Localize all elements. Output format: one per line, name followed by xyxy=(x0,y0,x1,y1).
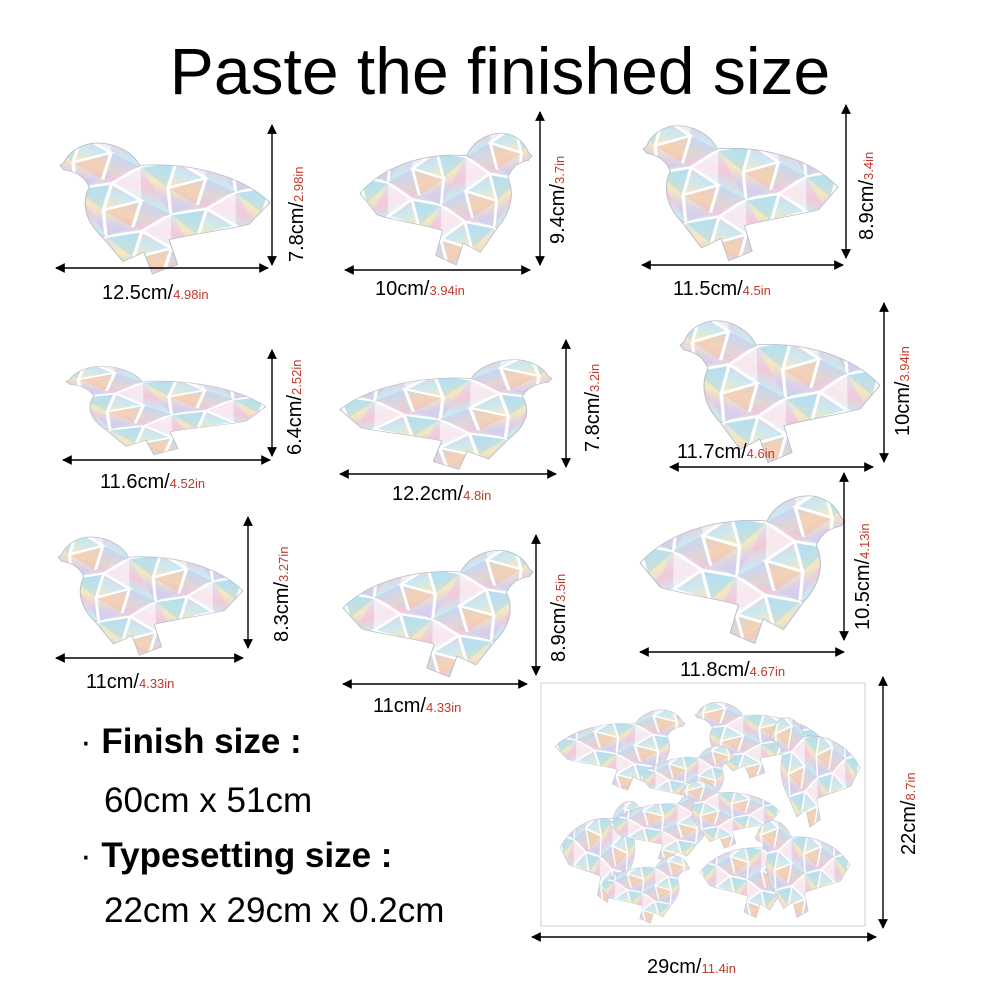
sticker-9-width-label: 11.8cm/4.67in xyxy=(680,659,786,681)
sticker-7-width-label: 11cm/4.33in xyxy=(86,671,175,693)
sheet-height-label: 22cm/8.7in xyxy=(898,772,920,855)
sticker-5-width-label: 12.2cm/4.8in xyxy=(392,483,492,505)
finish-size-heading: · Finish size : xyxy=(80,722,302,761)
sticker-2-height-label: 9.4cm/3.7in xyxy=(547,155,569,244)
dimension-arrows xyxy=(55,104,889,942)
finish-size-value: 60cm x 51cm xyxy=(104,781,313,820)
sticker-5-height-label: 7.8cm/3.2in xyxy=(582,363,604,452)
sticker-8-height-label: 8.9cm/3.5in xyxy=(548,573,570,662)
sticker-8-width-label: 11cm/4.33in xyxy=(373,695,462,717)
sticker-2-width-label: 10cm/3.94in xyxy=(375,278,465,300)
typesetting-sheet xyxy=(540,682,866,927)
sticker-6-height-label: 10cm/3.94in xyxy=(892,346,914,436)
sticker-5-hummingbird-icon xyxy=(339,359,553,470)
sticker-4-height-label: 6.4cm/2.52in xyxy=(284,359,306,455)
sticker-7-hummingbird-icon xyxy=(57,536,244,656)
sticker-7-height-label: 8.3cm/3.27in xyxy=(271,546,293,642)
sticker-3-hummingbird-icon xyxy=(642,125,839,262)
sticker-6-width-label: 11.7cm/4.6in xyxy=(677,441,775,463)
sticker-4-width-label: 11.6cm/4.52in xyxy=(100,471,206,493)
typesetting-size-value: 22cm x 29cm x 0.2cm xyxy=(104,891,445,930)
sticker-3-height-label: 8.9cm/3.4in xyxy=(856,151,878,240)
sticker-1-hummingbird-icon xyxy=(59,142,271,275)
sticker-2-hummingbird-icon xyxy=(359,132,533,266)
sticker-9-hummingbird-icon xyxy=(639,495,846,645)
sticker-8-hummingbird-icon xyxy=(342,549,534,678)
sticker-1-width-label: 12.5cm/4.98in xyxy=(102,282,209,304)
typesetting-size-heading: · Typesetting size : xyxy=(80,836,393,875)
sticker-9-height-label: 10.5cm/4.13in xyxy=(852,523,874,630)
sticker-4-hummingbird-icon xyxy=(65,365,267,456)
sticker-1-height-label: 7.8cm/2.98in xyxy=(286,166,308,262)
page-title: Paste the finished size xyxy=(169,34,831,108)
sheet-width-label: 29cm/11.4in xyxy=(647,956,736,978)
sticker-3-width-label: 11.5cm/4.5in xyxy=(673,278,771,300)
